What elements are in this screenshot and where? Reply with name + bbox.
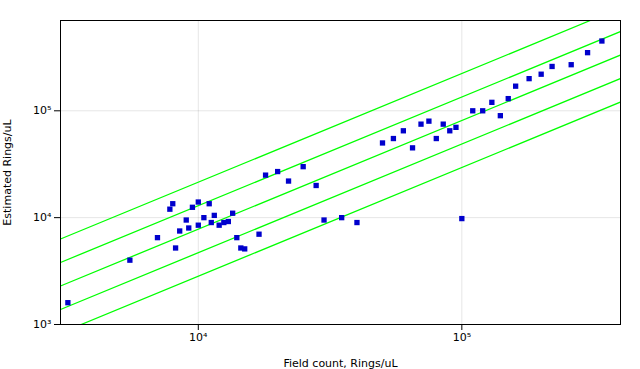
- svg-text:Estimated Rings/uL: Estimated Rings/uL: [1, 119, 14, 226]
- svg-text:10⁴: 10⁴: [189, 331, 208, 344]
- svg-text:10⁵: 10⁵: [453, 331, 471, 344]
- svg-text:10³: 10³: [33, 318, 51, 331]
- svg-text:10⁵: 10⁵: [33, 104, 51, 117]
- svg-text:Field count, Rings/uL: Field count, Rings/uL: [283, 357, 398, 369]
- svg-text:10⁴: 10⁴: [33, 211, 52, 224]
